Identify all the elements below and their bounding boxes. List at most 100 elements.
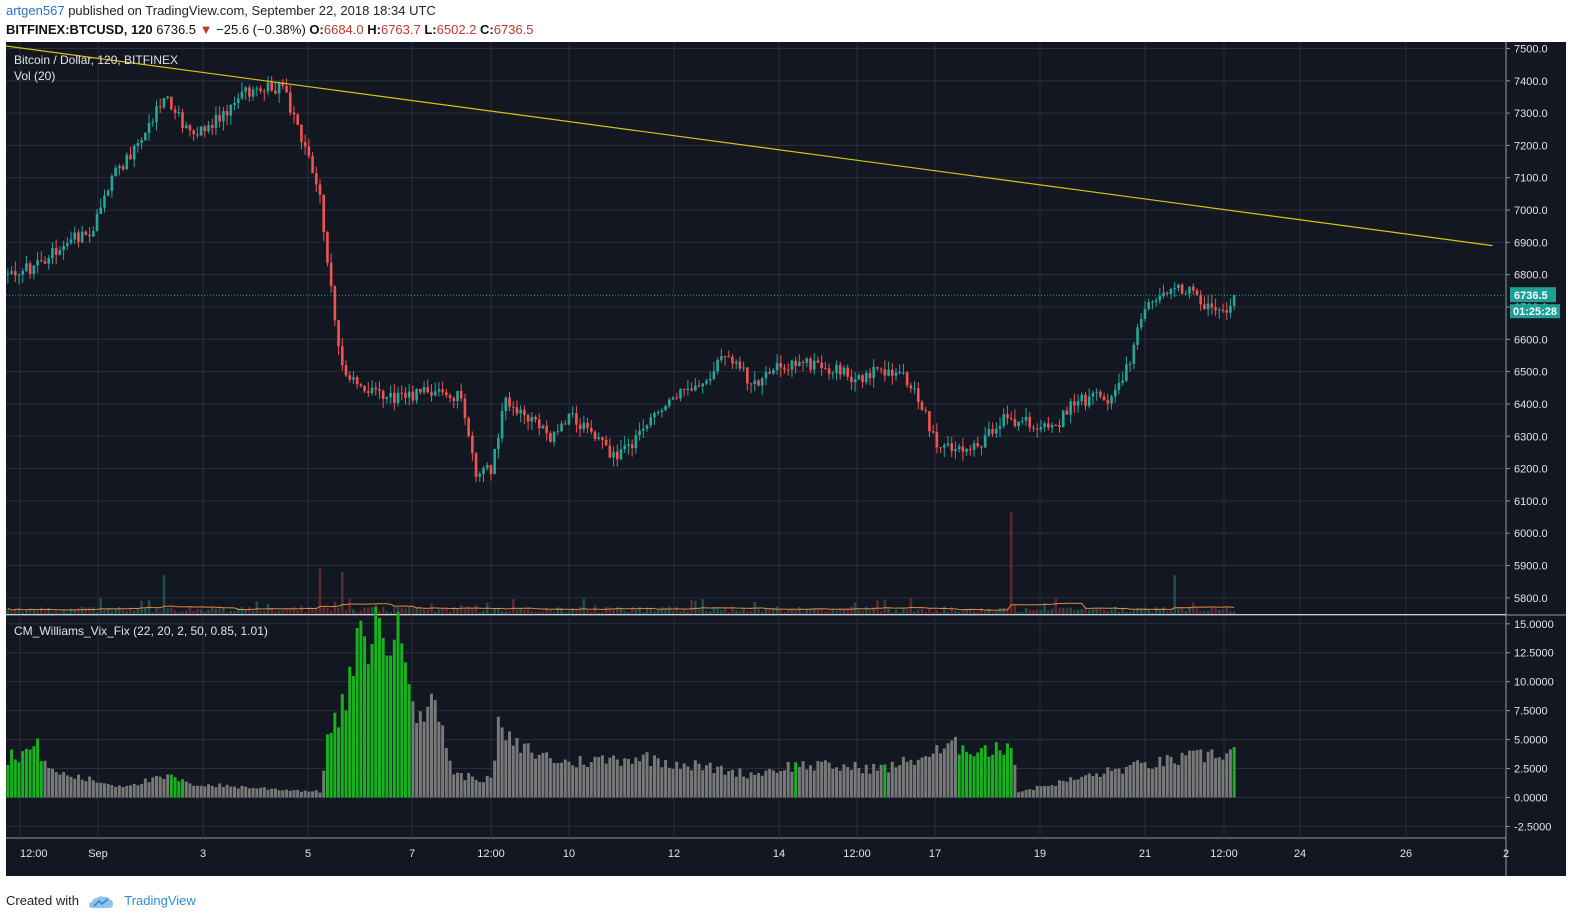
volume-bar [623,610,627,614]
vix-bar [247,788,251,798]
volume-bar [931,612,935,614]
candle-body [872,366,875,379]
chart-container[interactable]: 7500.0 7400.0 7300.0 7200.0 7100.0 7000.0 6900… [0,42,1566,876]
vix-bar [210,785,214,798]
volume-bar [597,612,601,614]
time-tick-label: 14 [773,848,785,860]
down-arrow-icon: ▼ [199,22,213,37]
vix-bar [831,768,835,798]
candle-body [21,270,25,275]
vix-bar [1117,768,1121,798]
volume-bar [1121,608,1124,614]
candle-body [1050,425,1054,428]
vix-bar [199,785,203,798]
author-link[interactable]: artgen567 [6,3,65,18]
volume-bar [723,607,727,614]
volume-bar [1087,609,1091,614]
candle-body [114,167,117,176]
vix-bar [1009,747,1013,798]
volume-bar [407,607,411,614]
candle-body [430,392,433,396]
vix-bar [861,773,865,798]
candle-body [300,124,303,143]
volume-bar [500,610,504,614]
candle-body [13,271,17,276]
candle-body [1165,292,1169,294]
vix-bar [775,772,779,798]
vix-bar [660,767,664,798]
candle-body [705,380,708,384]
volume-bar [824,611,827,614]
volume-ma-line [7,602,1235,611]
volume-bar [578,607,582,614]
candle-body [1132,344,1136,364]
candle-body [229,104,233,116]
candle-body [1054,425,1058,427]
candle-body [1206,303,1210,310]
vix-bar [522,743,526,798]
candle-body [311,156,314,174]
candle-body [954,449,957,452]
candle-body [682,389,686,391]
volume-bar [1043,603,1046,614]
candle-body [307,146,311,157]
vix-bar [875,770,879,798]
candle-body [686,388,690,390]
volume-bar [158,610,162,614]
candle-body [515,407,519,414]
vix-bar [548,758,552,798]
vix-bar [920,757,924,798]
time-tick-label: 12 [668,848,680,860]
candle-body [274,90,277,94]
vix-bar [285,789,289,798]
volume-bar [210,607,214,614]
volume-bar [396,607,400,614]
volume-bar [441,608,444,614]
vix-bar [58,774,62,798]
candle-body [1076,401,1080,406]
vix-bar [422,721,426,798]
volume-bar [928,608,931,614]
volume-bar [690,600,693,614]
candle-body [370,387,374,393]
candle-body [1195,290,1199,295]
volume-bar [760,611,764,614]
vix-bar [366,664,370,798]
vix-bar [805,769,809,798]
vix-bar [54,772,58,798]
volume-bar [794,609,797,614]
vix-bar [991,754,995,798]
candle-body [809,358,812,370]
vix-bar [801,761,805,798]
volume-bar [340,571,344,614]
vix-bar [645,752,649,798]
candle-body [236,98,240,103]
candle-body [972,443,976,450]
time-tick-label: 12:00 [20,848,48,860]
candle-body [556,431,560,433]
candle-body [367,391,370,393]
vix-bar [708,762,712,798]
volume-bar [604,606,608,614]
candle-body [1214,307,1217,311]
volume-bar [526,606,530,614]
vix-indicator-title: CM_Williams_Vix_Fix (22, 20, 2, 50, 0.85… [14,624,268,638]
candle-body [1125,364,1128,381]
trendline [0,44,1493,247]
candle-body [448,395,452,398]
vix-bar [727,771,731,798]
volume-bar [125,611,129,614]
volume-bar [233,611,236,614]
footer: Created with TradingView [6,893,196,909]
candle-body [359,384,363,386]
tradingview-link[interactable]: TradingView [124,893,196,908]
volume-bar [62,609,65,614]
volume-bar [170,607,173,614]
vix-bar [578,755,582,798]
chart-svg[interactable]: 7500.0 7400.0 7300.0 7200.0 7100.0 7000.0 6900… [0,42,1566,876]
vix-bar [218,783,222,798]
vix-bar [987,756,991,798]
vix-bar [437,721,441,798]
volume-bar [322,606,326,614]
volume-bar [679,610,682,614]
